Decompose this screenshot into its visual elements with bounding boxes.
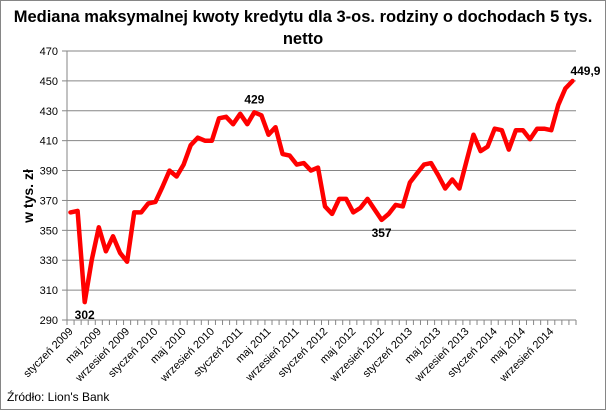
data-label: 302 xyxy=(75,308,95,322)
y-tick-label: 290 xyxy=(40,315,58,327)
y-tick-label: 410 xyxy=(40,136,58,148)
y-tick-label: 330 xyxy=(40,255,58,267)
y-axis-ticks: 290 310 330 350 370 390 410 430 450 470 xyxy=(40,46,67,327)
data-series-line xyxy=(68,78,575,305)
y-tick-label: 470 xyxy=(40,46,58,58)
y-tick-label: 390 xyxy=(40,166,58,178)
y-tick-label: 370 xyxy=(40,195,58,207)
data-label: 449,9 xyxy=(570,64,600,78)
y-tick-label: 430 xyxy=(40,106,58,118)
chart-title: Mediana maksymalnej kwoty kredytu dla 3-… xyxy=(0,6,606,50)
source-note: Źródło: Lion's Bank xyxy=(7,390,110,404)
y-tick-label: 350 xyxy=(40,225,58,237)
y-tick-label: 450 xyxy=(40,76,58,88)
chart-title-line2: netto xyxy=(282,30,324,48)
y-tick-label: 310 xyxy=(40,285,58,297)
x-axis xyxy=(66,51,577,325)
chart-title-line1: Mediana maksymalnej kwoty kredytu dla 3-… xyxy=(13,8,593,26)
data-label: 429 xyxy=(244,92,264,106)
data-label: 357 xyxy=(372,226,392,240)
data-labels: 302 429 357 449,9 xyxy=(75,64,601,322)
gridlines xyxy=(67,50,576,291)
